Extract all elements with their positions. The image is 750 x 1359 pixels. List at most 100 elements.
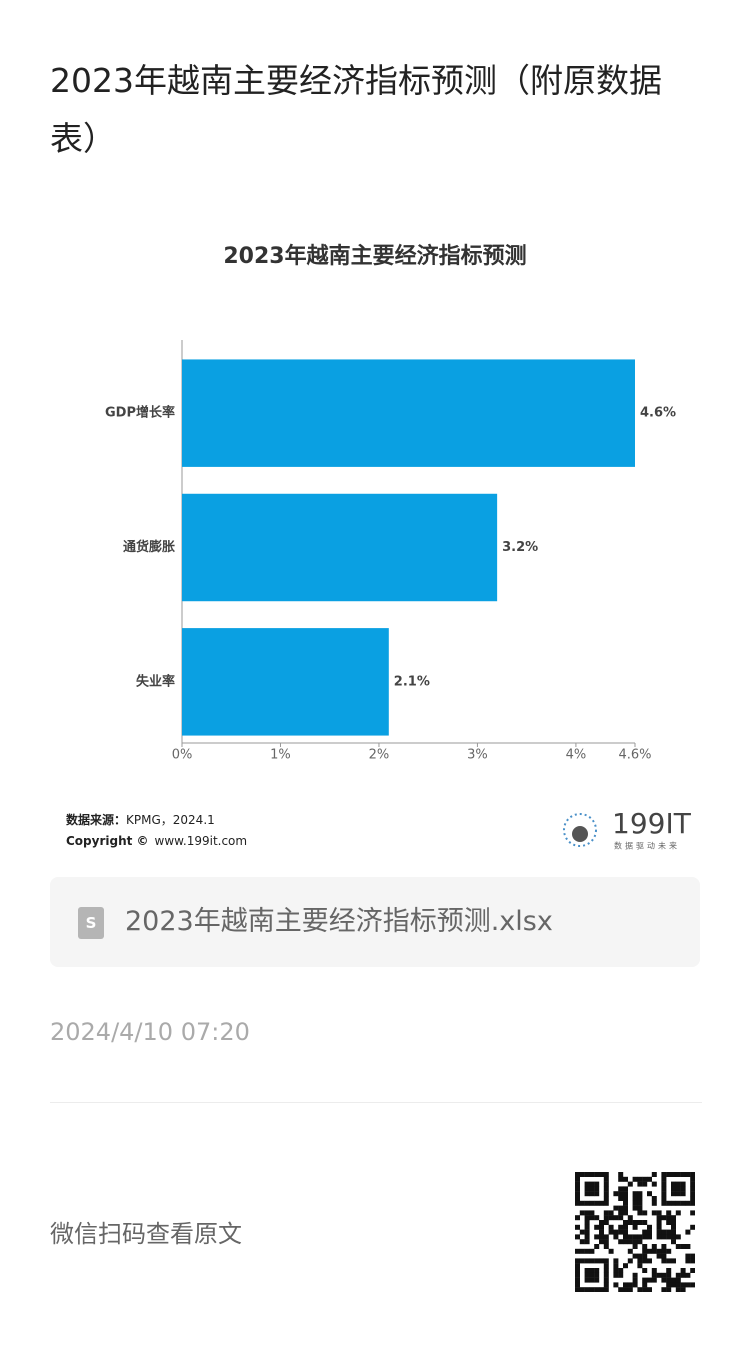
qr-module bbox=[575, 1186, 580, 1192]
footer-text: 微信扫码查看原文 bbox=[50, 1220, 242, 1248]
qr-module bbox=[642, 1234, 648, 1240]
qr-module bbox=[589, 1210, 595, 1216]
qr-module bbox=[599, 1220, 604, 1225]
qr-module bbox=[651, 1248, 657, 1254]
x-tick-label: 4% bbox=[566, 748, 587, 763]
qr-module bbox=[608, 1229, 614, 1235]
qr-module bbox=[589, 1172, 595, 1177]
qr-module bbox=[613, 1205, 619, 1211]
qr-module bbox=[603, 1220, 609, 1225]
qr-module bbox=[642, 1253, 648, 1259]
qr-module bbox=[603, 1277, 609, 1283]
qr-module bbox=[575, 1268, 580, 1273]
qr-module bbox=[623, 1191, 628, 1197]
qr-module bbox=[661, 1277, 667, 1283]
qr-module bbox=[637, 1239, 643, 1245]
qr-module bbox=[651, 1210, 657, 1216]
qr-module bbox=[594, 1277, 600, 1283]
qr-module bbox=[603, 1287, 609, 1292]
qr-module bbox=[599, 1239, 604, 1245]
qr-module bbox=[651, 1244, 657, 1249]
file-icon: S bbox=[78, 907, 104, 939]
qr-module bbox=[589, 1268, 595, 1273]
qr-module bbox=[579, 1239, 585, 1245]
qr-module bbox=[608, 1248, 614, 1254]
qr-module bbox=[575, 1224, 580, 1230]
qr-module bbox=[618, 1229, 624, 1235]
qr-module bbox=[584, 1224, 590, 1230]
qr-module bbox=[618, 1287, 624, 1292]
qr-module bbox=[613, 1215, 619, 1221]
qr-module bbox=[579, 1210, 585, 1216]
qr-module bbox=[575, 1282, 580, 1288]
qr-module bbox=[656, 1234, 662, 1240]
qr-module bbox=[690, 1268, 695, 1273]
qr-module bbox=[623, 1234, 628, 1240]
qr-module bbox=[627, 1220, 633, 1225]
qr-module bbox=[656, 1248, 662, 1254]
qr-module bbox=[637, 1176, 643, 1182]
qr-module bbox=[651, 1181, 657, 1187]
qr-code[interactable] bbox=[575, 1172, 695, 1292]
qr-module bbox=[589, 1191, 595, 1197]
value-label: 3.2% bbox=[502, 540, 538, 555]
qr-module bbox=[594, 1172, 600, 1177]
qr-module bbox=[627, 1282, 633, 1288]
qr-module bbox=[613, 1282, 619, 1288]
qr-module bbox=[661, 1172, 667, 1177]
qr-module bbox=[575, 1263, 580, 1269]
qr-module bbox=[589, 1258, 595, 1264]
qr-module bbox=[599, 1234, 604, 1240]
qr-module bbox=[623, 1220, 628, 1225]
qr-module bbox=[656, 1215, 662, 1221]
qr-module bbox=[594, 1272, 600, 1278]
qr-module bbox=[671, 1186, 676, 1192]
qr-module bbox=[661, 1181, 667, 1187]
qr-module bbox=[642, 1277, 648, 1283]
qr-module bbox=[690, 1258, 695, 1264]
qr-module bbox=[632, 1176, 638, 1182]
qr-module bbox=[579, 1258, 585, 1264]
qr-module bbox=[575, 1215, 580, 1221]
qr-module bbox=[685, 1229, 691, 1235]
qr-module bbox=[603, 1172, 609, 1177]
qr-module bbox=[642, 1210, 648, 1216]
qr-module bbox=[613, 1229, 619, 1235]
qr-module bbox=[575, 1258, 580, 1264]
qr-module bbox=[608, 1210, 614, 1216]
qr-module bbox=[680, 1282, 686, 1288]
qr-module bbox=[623, 1239, 628, 1245]
attachment-card[interactable]: S 2023年越南主要经济指标预测.xlsx bbox=[50, 877, 700, 967]
qr-module bbox=[589, 1181, 595, 1187]
qr-module bbox=[594, 1234, 600, 1240]
x-tick-label: 0% bbox=[172, 748, 193, 763]
qr-module bbox=[666, 1234, 672, 1240]
qr-module bbox=[613, 1263, 619, 1269]
source: 数据来源：KPMG，2024.1 bbox=[66, 812, 215, 827]
qr-module bbox=[675, 1244, 681, 1249]
qr-module bbox=[618, 1272, 624, 1278]
qr-module bbox=[579, 1229, 585, 1235]
qr-module bbox=[647, 1248, 652, 1254]
qr-module bbox=[575, 1172, 580, 1177]
qr-module bbox=[690, 1172, 695, 1177]
qr-module bbox=[675, 1172, 681, 1177]
logo-mark bbox=[563, 813, 597, 847]
qr-module bbox=[647, 1234, 652, 1240]
qr-module bbox=[690, 1224, 695, 1230]
qr-module bbox=[618, 1191, 624, 1197]
qr-module bbox=[680, 1191, 686, 1197]
qr-module bbox=[623, 1224, 628, 1230]
bar bbox=[182, 493, 498, 602]
qr-module bbox=[685, 1172, 691, 1177]
qr-module bbox=[647, 1191, 652, 1197]
publish-date: 2024/4/10 07:20 bbox=[50, 1018, 250, 1046]
qr-module bbox=[579, 1248, 585, 1254]
qr-module bbox=[661, 1176, 667, 1182]
qr-module bbox=[575, 1234, 580, 1240]
qr-module bbox=[642, 1220, 648, 1225]
qr-module bbox=[680, 1287, 686, 1292]
qr-module bbox=[690, 1191, 695, 1197]
file-name[interactable]: 2023年越南主要经济指标预测.xlsx bbox=[125, 906, 553, 937]
qr-module bbox=[594, 1258, 600, 1264]
